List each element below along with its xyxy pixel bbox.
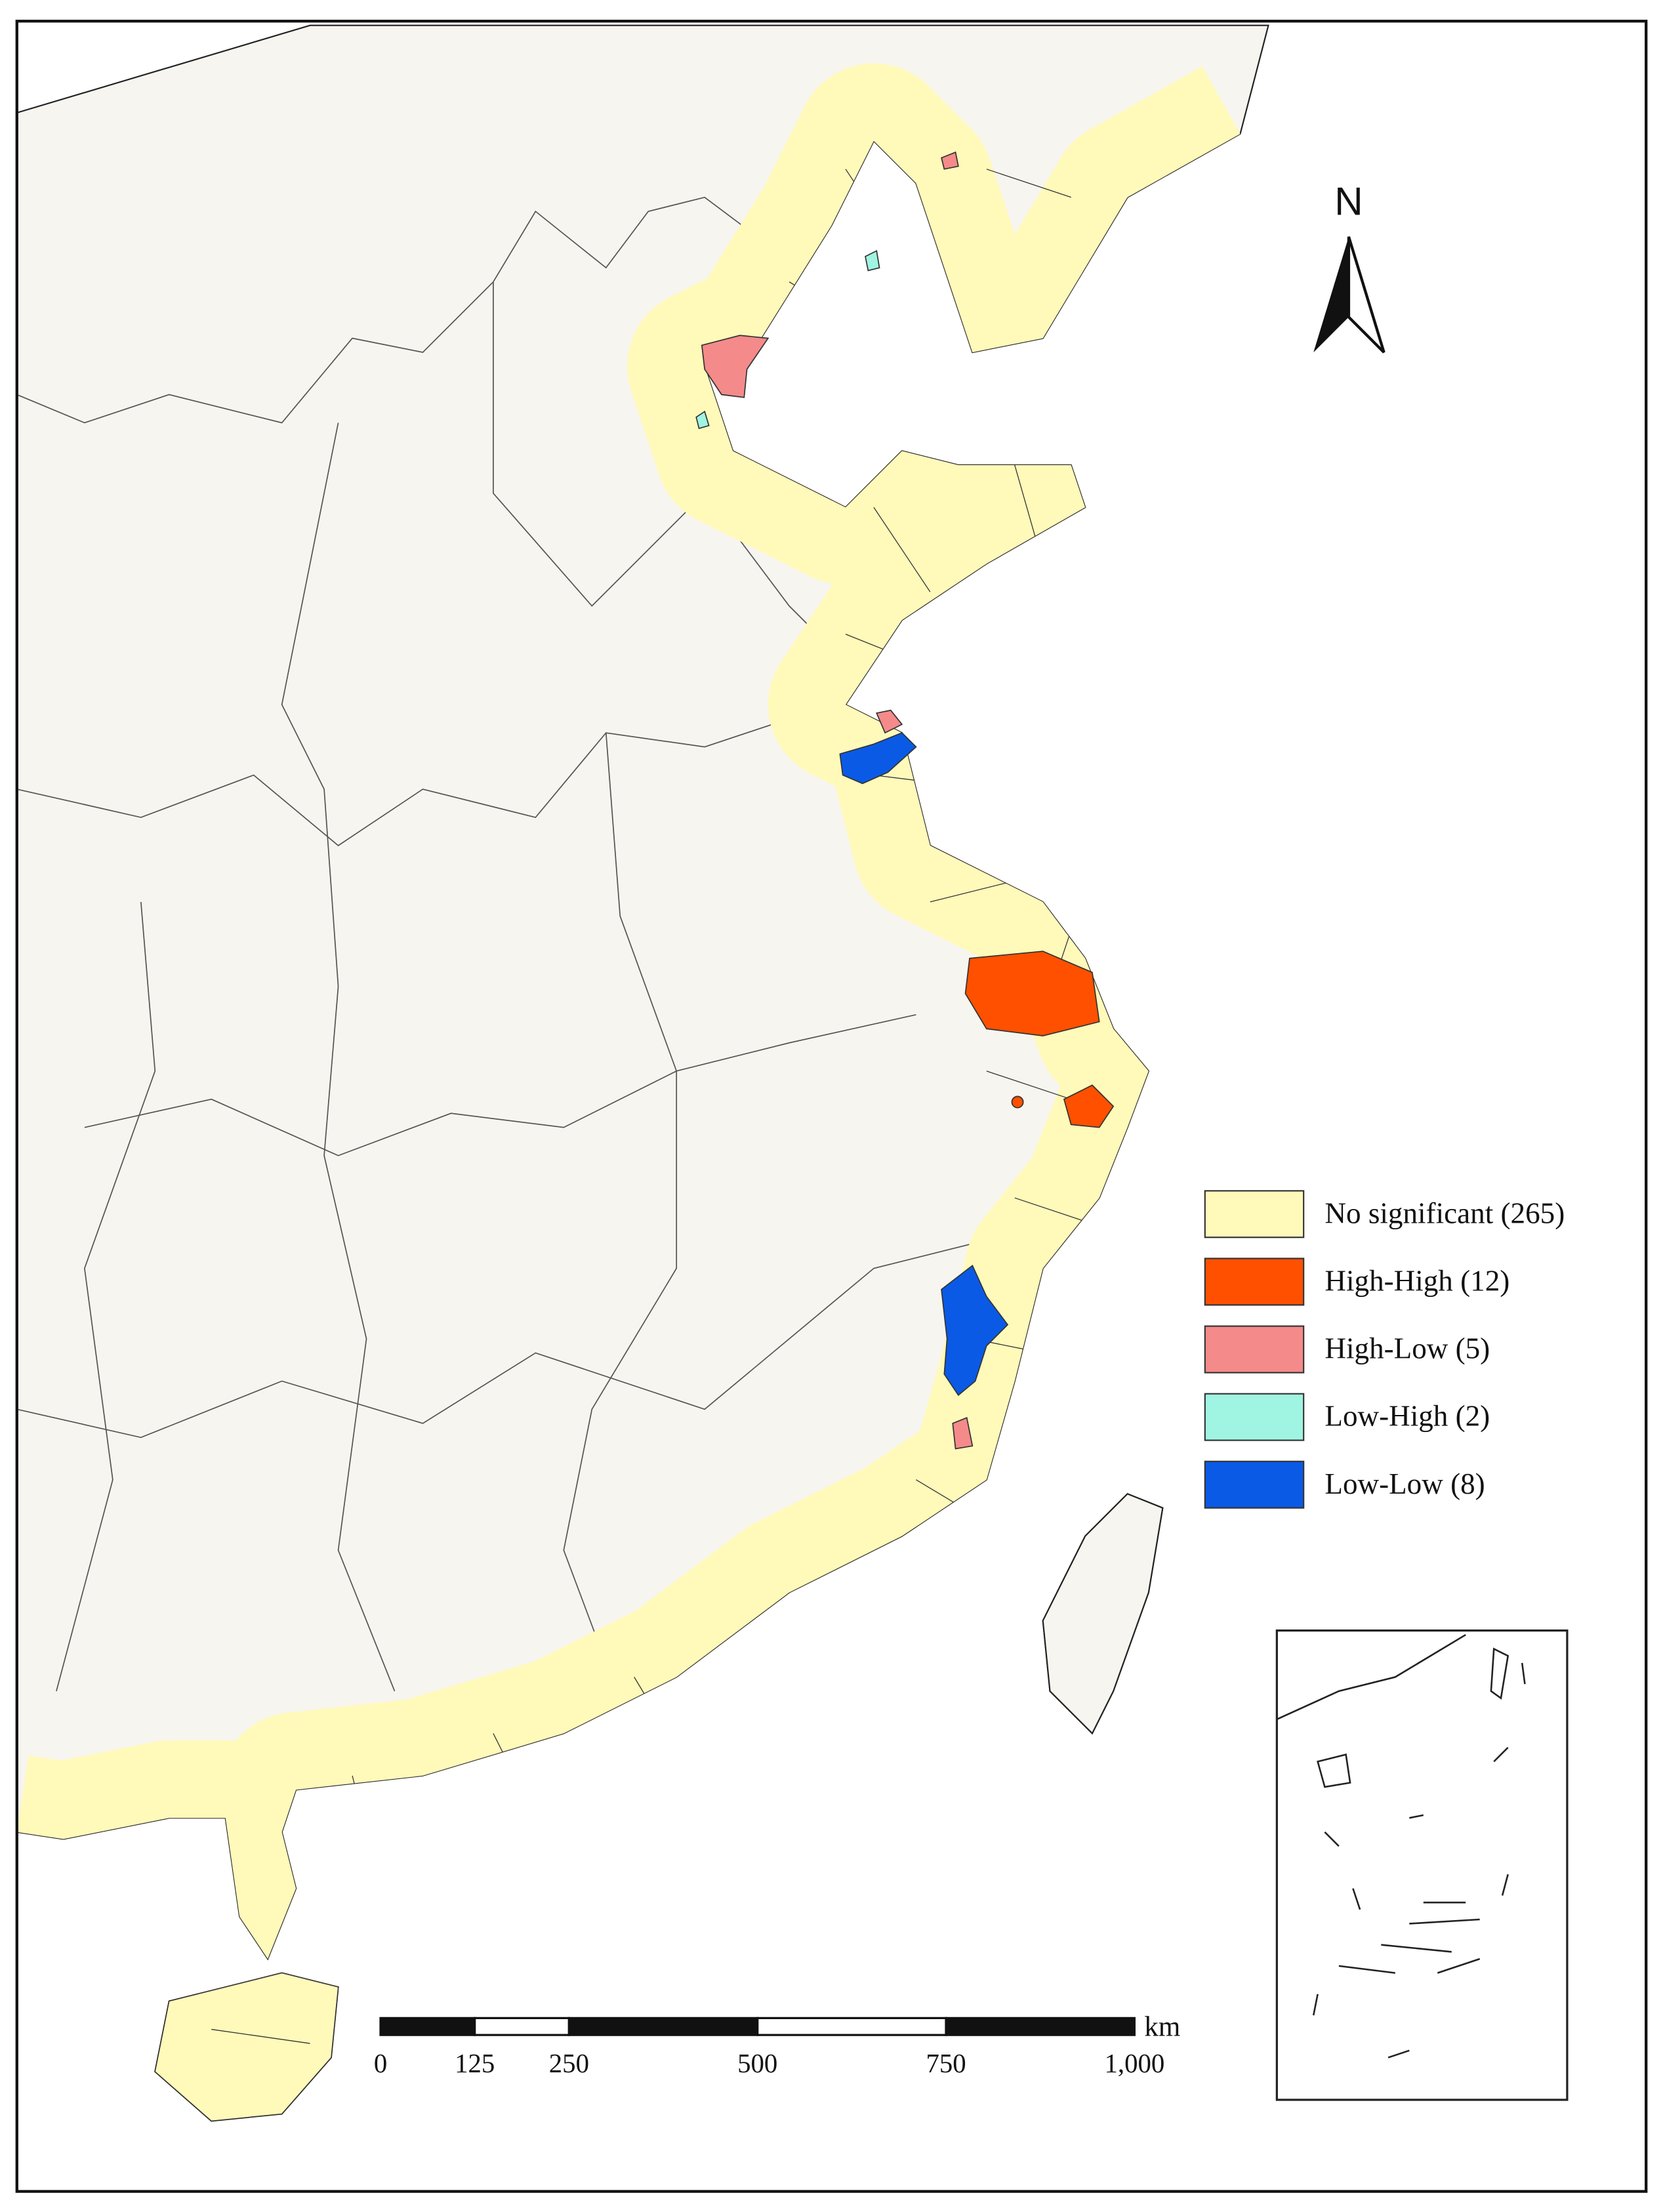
north-arrow-left <box>1313 236 1349 353</box>
scale-segment <box>756 2017 947 2036</box>
scale-segment <box>567 2017 759 2036</box>
low-high-region <box>695 410 710 430</box>
scale-tick-label: 1,000 <box>1104 2049 1164 2078</box>
high-high-region <box>964 951 1100 1036</box>
frame <box>15 20 1648 2193</box>
legend: No significant (265) High-High (12) High-L… <box>1204 1190 1565 1509</box>
high-low-region <box>952 1417 974 1450</box>
legend-swatch <box>1204 1325 1305 1374</box>
coastal-counties <box>16 63 1269 2121</box>
significant-clusters <box>695 151 1115 1450</box>
scale-segment <box>379 2017 476 2036</box>
low-low-region <box>941 1264 1009 1397</box>
north-arrow-right <box>1347 236 1386 354</box>
taiwan <box>1042 1492 1164 1735</box>
legend-swatch <box>1204 1393 1305 1441</box>
scale-tick-label: 0 <box>374 2049 387 2078</box>
low-high-region <box>865 250 880 272</box>
scale-tick-label: 250 <box>549 2049 589 2078</box>
low-low-region <box>839 732 917 785</box>
high-low-region <box>941 151 959 170</box>
legend-label: Low-High (2) <box>1324 1400 1490 1433</box>
north-arrow: N <box>1313 179 1386 354</box>
high-high-region <box>1063 1084 1115 1128</box>
legend-label: High-Low (5) <box>1324 1332 1490 1365</box>
no-significant-region <box>16 63 1269 2037</box>
scale-segment <box>945 2017 1136 2036</box>
high-low-region <box>701 335 770 398</box>
scale-tick-label: 125 <box>455 2049 495 2078</box>
province-boundaries <box>16 196 987 1692</box>
scale-segment <box>474 2017 570 2036</box>
scale-unit: km <box>1144 2011 1180 2042</box>
high-low-region <box>876 709 903 734</box>
legend-label: No significant (265) <box>1324 1197 1565 1229</box>
north-label: N <box>1334 179 1363 223</box>
legend-label: High-High (12) <box>1324 1264 1509 1297</box>
legend-swatch <box>1204 1460 1305 1509</box>
scale-tick-label: 500 <box>737 2049 777 2078</box>
scale-tick-label: 750 <box>926 2049 966 2078</box>
inset-map <box>1275 1629 1569 2101</box>
legend-swatch <box>1204 1190 1305 1239</box>
high-high-region <box>1011 1096 1024 1109</box>
scale-bar: km 0 125 250 500 750 1,000 <box>374 2011 1180 2078</box>
legend-swatch <box>1204 1258 1305 1306</box>
legend-label: Low-Low (8) <box>1324 1467 1485 1500</box>
